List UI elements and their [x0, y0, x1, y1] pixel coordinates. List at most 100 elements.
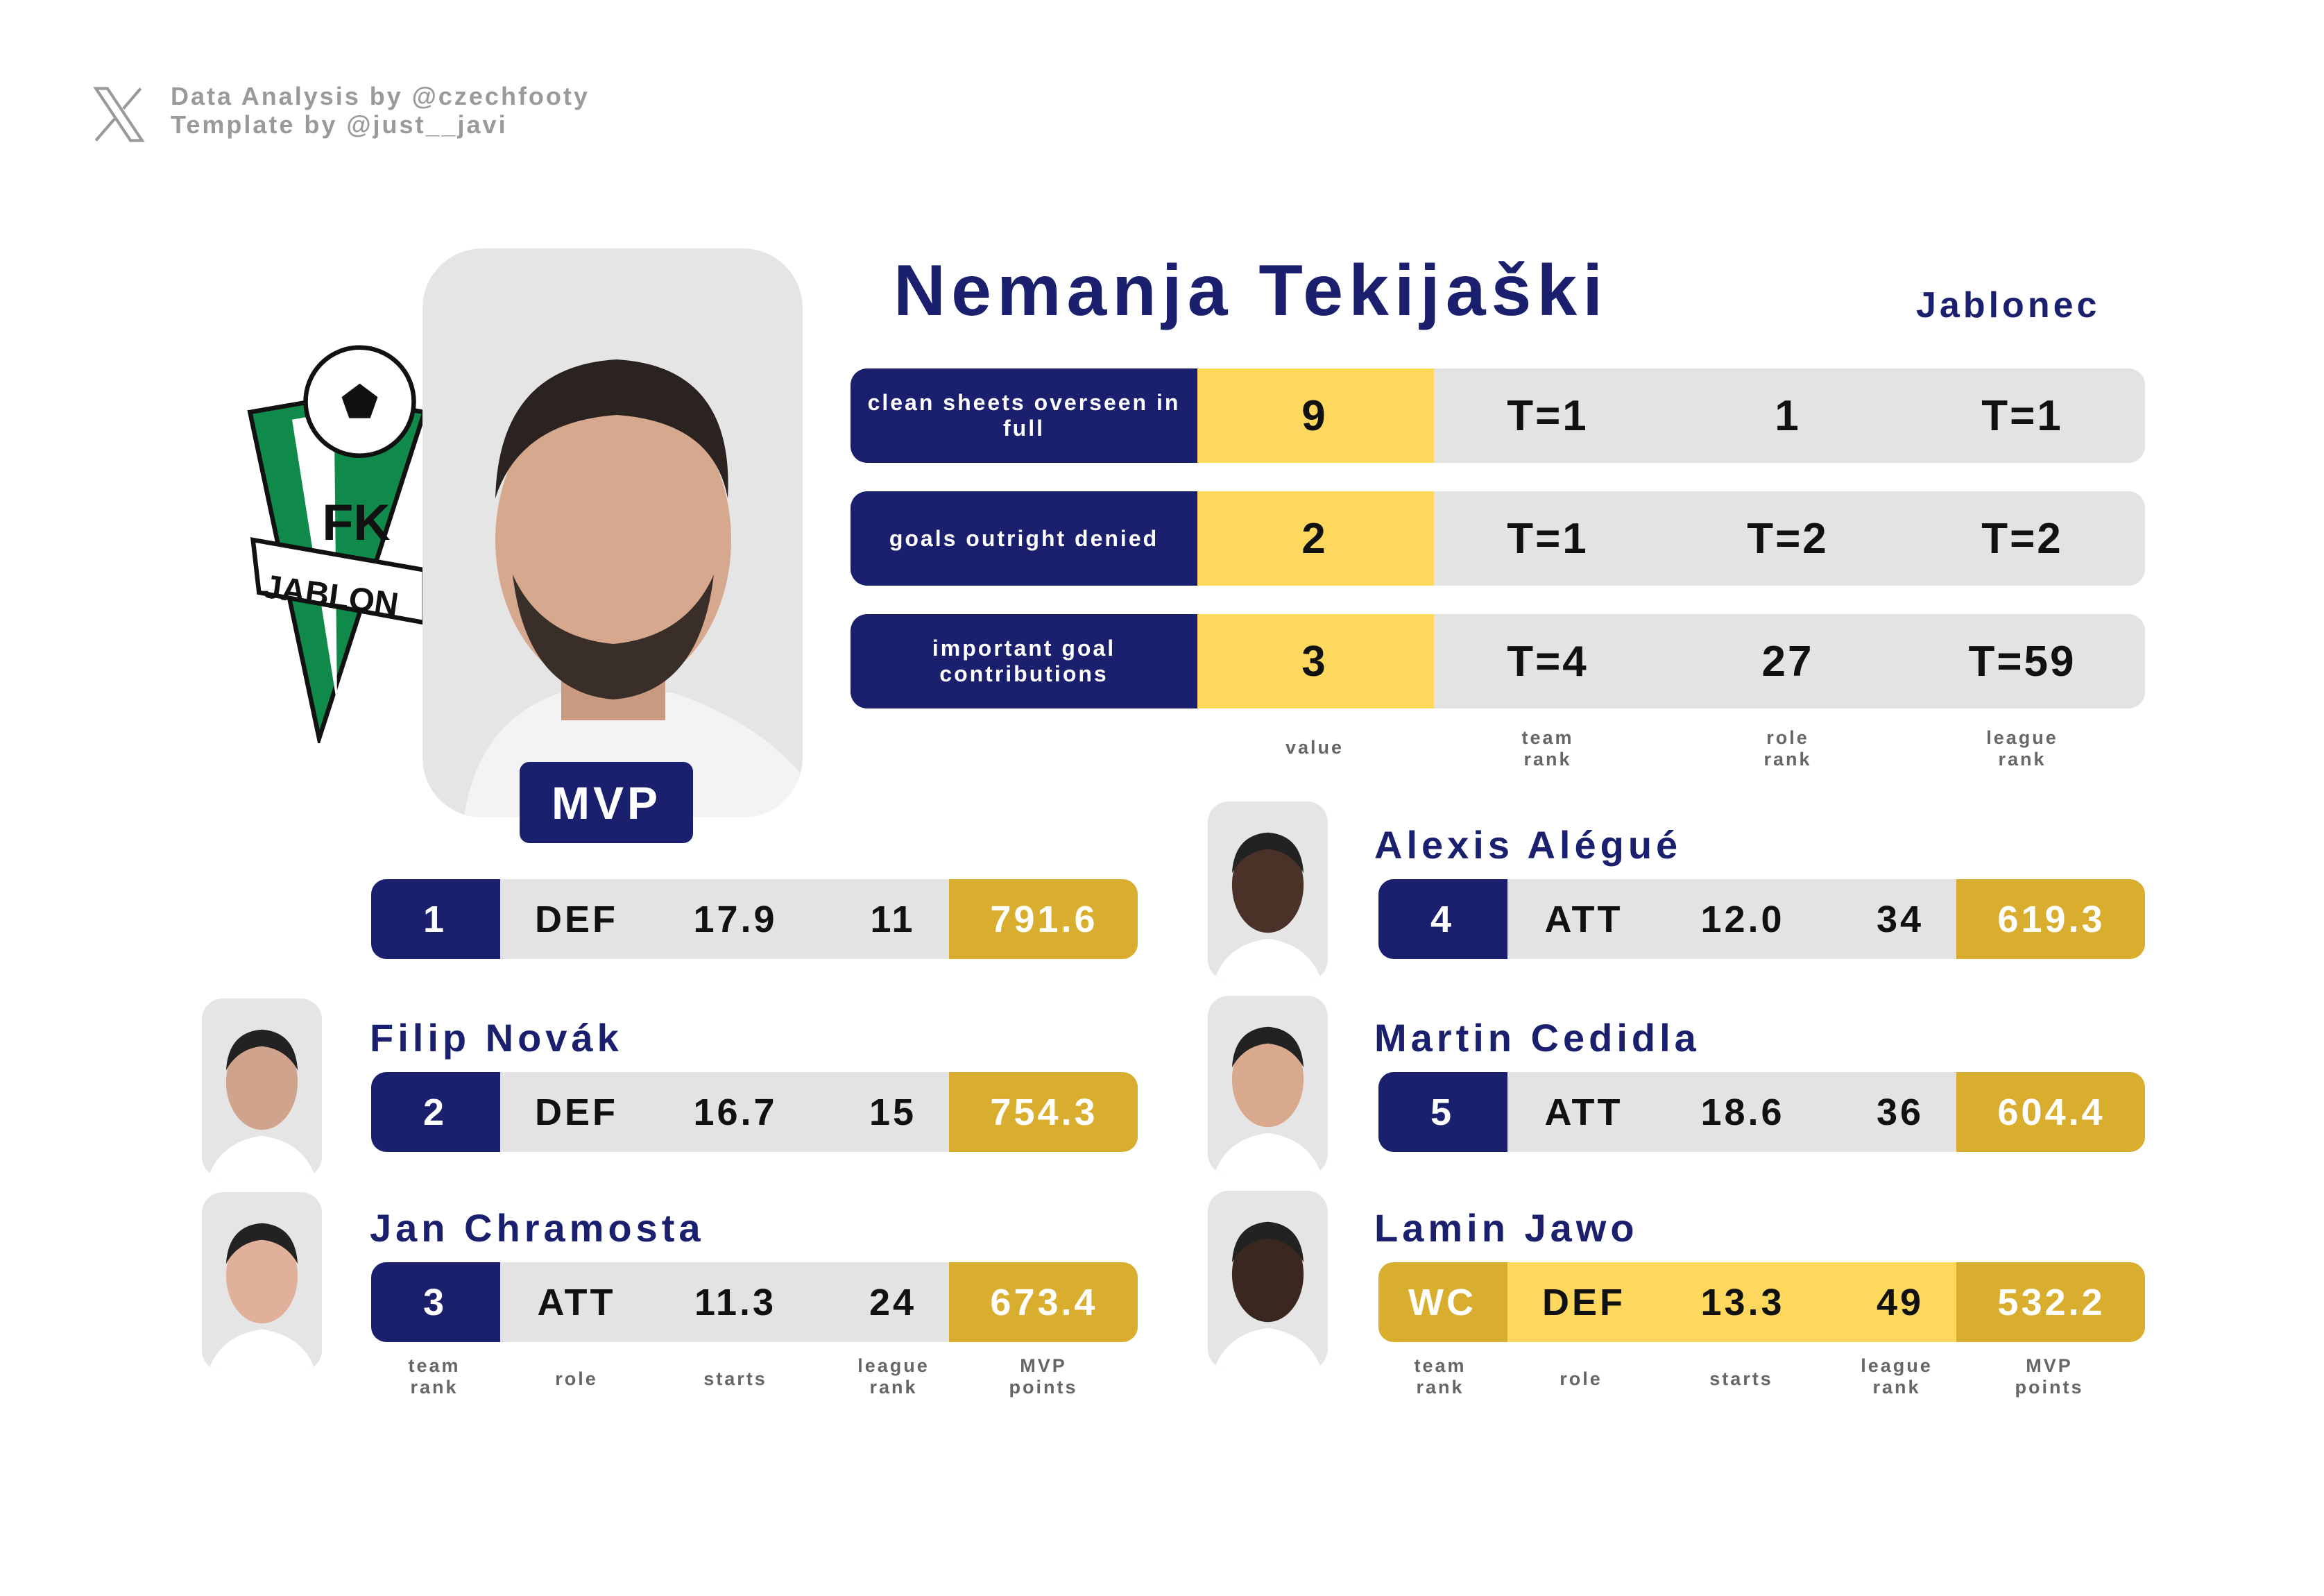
player-header-starts: starts — [1709, 1368, 1773, 1389]
player-header-league-rank: league rank — [1861, 1355, 1933, 1398]
stat-team-rank: T=1 — [1507, 391, 1589, 440]
player-starts: 18.6 — [1700, 1091, 1785, 1133]
player-portrait-icon — [1214, 1221, 1322, 1370]
player-points: 673.4 — [990, 1281, 1098, 1323]
player-role: DEF — [535, 898, 618, 940]
player-header-points: MVP points — [2015, 1355, 2084, 1398]
player-name: Alexis Alégué — [1374, 823, 1682, 867]
player-role: ATT — [1544, 898, 1623, 940]
player-league-rank: 15 — [869, 1091, 917, 1133]
player-header-role: role — [1560, 1368, 1603, 1389]
rank-cell-bg — [371, 1262, 500, 1342]
rank-cell-bg — [371, 1072, 500, 1152]
player-header-starts: starts — [703, 1368, 767, 1389]
player-header-role: role — [555, 1368, 598, 1389]
player-name: Martin Cedidla — [1374, 1016, 1700, 1060]
stat-league-rank: T=2 — [1981, 514, 2063, 563]
player-points: 619.3 — [1997, 898, 2105, 940]
player-league-rank: 36 — [1876, 1091, 1924, 1133]
player-role: ATT — [1544, 1091, 1623, 1133]
player-team-rank: WC — [1408, 1281, 1476, 1323]
player-points: 532.2 — [1997, 1281, 2105, 1323]
player-header-points: MVP points — [1009, 1355, 1078, 1398]
stat-row: clean sheets overseen in full 9 T=1 1 T=1 — [851, 368, 2145, 463]
player-league-rank: 11 — [870, 898, 916, 940]
player-header-team-rank: team rank — [408, 1355, 461, 1398]
mvp-player-photo — [422, 248, 803, 817]
player-name: Filip Novák — [370, 1016, 623, 1060]
player-points: 791.6 — [990, 898, 1098, 940]
player-name: Jan Chramosta — [370, 1206, 705, 1250]
stat-league-rank: T=1 — [1981, 391, 2063, 440]
stat-header-team-rank: team rank — [1521, 727, 1574, 770]
points-cell-bg — [1956, 879, 2145, 959]
club-crest-logo: FK JABLON — [247, 345, 427, 743]
points-cell-bg — [949, 1262, 1138, 1342]
stat-league-rank: T=59 — [1968, 637, 2076, 686]
stat-header-value: value — [1285, 737, 1344, 758]
player-stat-row: 4 ATT 12.0 34 619.3 — [1378, 879, 2145, 959]
player-header-team-rank: team rank — [1414, 1355, 1467, 1398]
stat-header-role-rank: role rank — [1763, 727, 1812, 770]
stat-role-rank: 1 — [1775, 391, 1801, 440]
player-starts: 13.3 — [1700, 1281, 1785, 1323]
points-cell-bg — [949, 879, 1138, 959]
player-league-rank: 49 — [1876, 1281, 1924, 1323]
credit-analysis: Data Analysis by @czechfooty — [171, 82, 590, 110]
rank-cell-bg — [371, 879, 500, 959]
player-team-rank: 4 — [1430, 898, 1455, 940]
player-stat-row: 3 ATT 11.3 24 673.4 — [371, 1262, 1138, 1342]
player-stat-row: 1 DEF 17.9 11 791.6 — [371, 879, 1138, 959]
player-team-rank: 5 — [1430, 1091, 1455, 1133]
player-stat-row: 5 ATT 18.6 36 604.4 — [1378, 1072, 2145, 1152]
stat-role-rank: 27 — [1761, 637, 1814, 686]
rank-cell-bg — [1378, 879, 1507, 959]
player-photo — [202, 1192, 322, 1371]
player-stat-row: WC DEF 13.3 49 532.2 — [1378, 1262, 2145, 1342]
stat-row: important goal contributions 3 T=4 27 T=59 — [851, 614, 2145, 708]
stat-value: 9 — [1301, 391, 1328, 440]
player-role: DEF — [1542, 1281, 1625, 1323]
club-name: Jablonec — [1916, 285, 2101, 325]
stat-label: important goal contributions — [851, 614, 1197, 708]
player-starts: 16.7 — [693, 1091, 778, 1133]
stat-row: goals outright denied 2 T=1 T=2 T=2 — [851, 491, 2145, 586]
stat-team-rank: T=1 — [1507, 514, 1589, 563]
player-points: 754.3 — [990, 1091, 1098, 1133]
player-photo — [1208, 801, 1328, 980]
stat-team-rank: T=4 — [1507, 637, 1589, 686]
stat-label: clean sheets overseen in full — [851, 368, 1197, 463]
player-starts: 17.9 — [693, 898, 778, 940]
mvp-badge: MVP — [520, 762, 693, 843]
player-team-rank: 1 — [422, 898, 447, 940]
stat-value-highlight — [1197, 491, 1434, 586]
player-photo — [202, 999, 322, 1178]
player-team-rank: 2 — [422, 1091, 447, 1133]
player-team-rank: 3 — [422, 1281, 447, 1323]
points-cell-bg — [1956, 1072, 2145, 1152]
player-header-league-rank: league rank — [857, 1355, 930, 1398]
stat-value: 2 — [1301, 514, 1328, 563]
player-portrait-icon — [1214, 1026, 1322, 1175]
stat-value: 3 — [1301, 637, 1328, 686]
player-stat-row: 2 DEF 16.7 15 754.3 — [371, 1072, 1138, 1152]
stat-value-highlight — [1197, 368, 1434, 463]
stat-label: goals outright denied — [851, 491, 1197, 586]
stat-value-highlight — [1197, 614, 1434, 708]
credit-template: Template by @just__javi — [171, 110, 508, 139]
player-photo — [1208, 1191, 1328, 1370]
player-league-rank: 24 — [869, 1281, 917, 1323]
svg-text:FK: FK — [322, 493, 390, 551]
x-logo-icon — [93, 87, 145, 142]
player-starts: 11.3 — [694, 1281, 777, 1323]
rank-cell-bg — [1378, 1072, 1507, 1152]
points-cell-bg — [1956, 1262, 2145, 1342]
player-league-rank: 34 — [1876, 898, 1924, 940]
stat-role-rank: T=2 — [1747, 514, 1829, 563]
player-portrait-icon — [1214, 832, 1322, 980]
player-starts: 12.0 — [1700, 898, 1785, 940]
player-photo — [1208, 996, 1328, 1175]
player-name: Lamin Jawo — [1374, 1206, 1639, 1250]
credits: Data Analysis by @czechfooty Template by… — [171, 82, 590, 139]
player-role: DEF — [535, 1091, 618, 1133]
